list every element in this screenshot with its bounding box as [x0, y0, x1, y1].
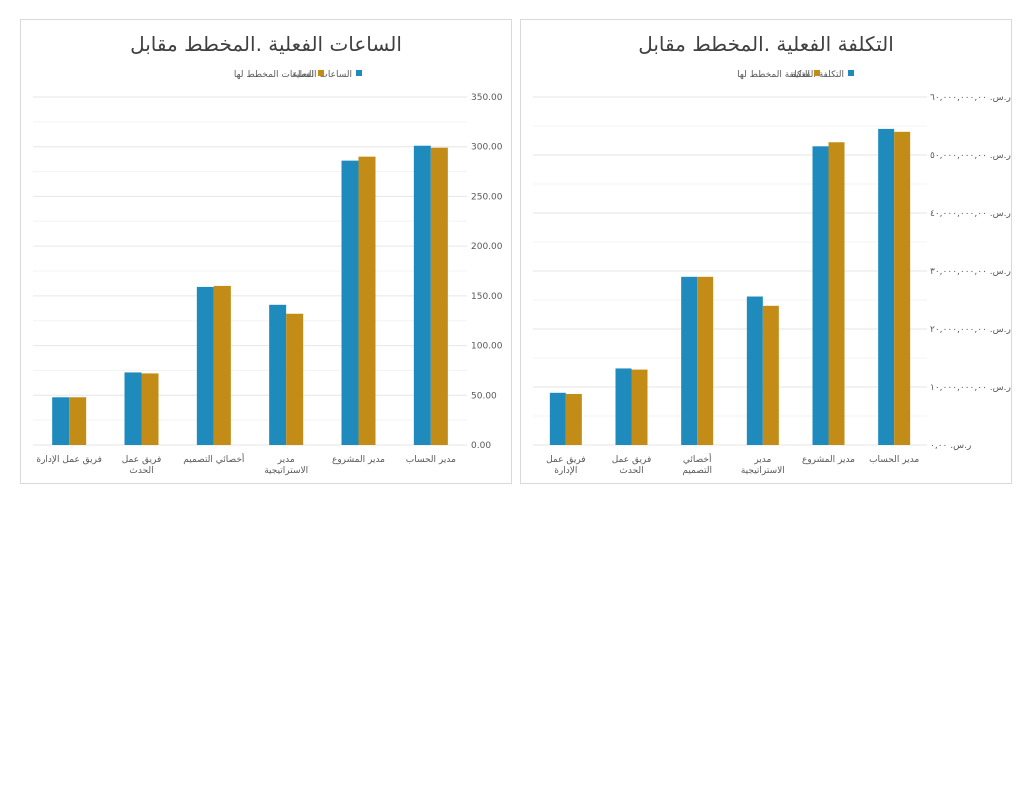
y-tick-label: ر.س. ٠,٠٠ [930, 441, 971, 451]
category-label: التصميم [682, 466, 712, 476]
y-tick-label: 350.00 [471, 93, 503, 103]
y-tick-label: 300.00 [471, 143, 503, 153]
legend-swatch-1 [814, 70, 820, 76]
category-label: فريق عمل [546, 455, 586, 465]
bar-actual [269, 304, 287, 445]
bar-actual [878, 128, 895, 445]
cost-chart-panel: التكلفة الفعلية .المخطط مقابل التكلفة الف… [520, 19, 1012, 484]
bar-planned [213, 285, 231, 445]
bar-planned [894, 131, 911, 446]
bar-planned [565, 393, 582, 445]
legend-swatch-0 [356, 70, 362, 76]
bar-actual [681, 276, 698, 445]
y-tick-label: 250.00 [471, 192, 503, 202]
category-label: فريق عمل [122, 455, 162, 465]
legend-label-1: التكلفة المخطط لها [737, 70, 810, 80]
category-label: الاستراتيجية [741, 466, 785, 476]
chart-title: التكلفة الفعلية .المخطط مقابل [638, 32, 894, 56]
bar-actual [746, 296, 763, 445]
legend-swatch-1 [318, 70, 324, 76]
category-label: مدير [277, 455, 295, 465]
bar-actual [812, 146, 829, 446]
category-label: مدير المشروع [332, 455, 385, 465]
bar-planned [697, 276, 714, 445]
bar-planned [358, 156, 376, 445]
y-tick-label: ر.س. ٢٠,٠٠٠,٠٠٠,٠٠ [930, 325, 1011, 335]
category-label: الاستراتيجية [264, 466, 308, 476]
bar-actual [413, 145, 431, 445]
bar-planned [631, 369, 648, 445]
y-tick-label: ر.س. ١٠,٠٠٠,٠٠٠,٠٠ [930, 383, 1011, 393]
category-label: مدير [753, 455, 771, 465]
bar-actual [549, 392, 566, 445]
category-label: فريق عمل الإدارة [36, 455, 102, 465]
y-tick-label: 100.00 [471, 342, 503, 352]
y-tick-label: 0.00 [471, 441, 491, 451]
y-tick-label: 150.00 [471, 292, 503, 302]
bar-planned [69, 397, 87, 445]
bar-planned [762, 305, 779, 445]
y-tick-label: 50.00 [471, 391, 497, 401]
bar-actual [615, 368, 632, 445]
category-label: الحدث [619, 466, 643, 476]
bar-planned [828, 142, 845, 445]
legend-swatch-0 [848, 70, 854, 76]
y-tick-label: ر.س. ٦٠,٠٠٠,٠٠٠,٠٠ [930, 93, 1011, 103]
legend-label-1: الساعات المخطط لها [234, 70, 314, 80]
category-label: الإدارة [554, 466, 577, 476]
y-tick-label: ر.س. ٥٠,٠٠٠,٠٠٠,٠٠ [930, 151, 1011, 161]
category-label: أخصائي التصميم [183, 453, 244, 465]
bar-planned [286, 313, 304, 445]
category-label: مدير المشروع [802, 455, 855, 465]
bar-planned [430, 147, 448, 446]
hours-chart-panel: الساعات الفعلية .المخطط مقابل الساعات الف… [20, 19, 512, 484]
y-tick-label: ر.س. ٣٠,٠٠٠,٠٠٠,٠٠ [930, 267, 1011, 277]
category-label: الحدث [129, 466, 153, 476]
bar-actual [124, 372, 142, 445]
category-label: مدير الحساب [406, 455, 456, 465]
category-label: مدير الحساب [869, 455, 919, 465]
bar-planned [141, 373, 159, 445]
bar-actual [52, 397, 70, 445]
chart-title: الساعات الفعلية .المخطط مقابل [130, 32, 402, 56]
bar-actual [196, 286, 214, 445]
y-tick-label: ر.س. ٤٠,٠٠٠,٠٠٠,٠٠ [930, 209, 1011, 219]
category-label: أخصائي [683, 453, 712, 465]
category-label: فريق عمل [612, 455, 652, 465]
y-tick-label: 200.00 [471, 242, 503, 252]
bar-actual [341, 160, 359, 446]
